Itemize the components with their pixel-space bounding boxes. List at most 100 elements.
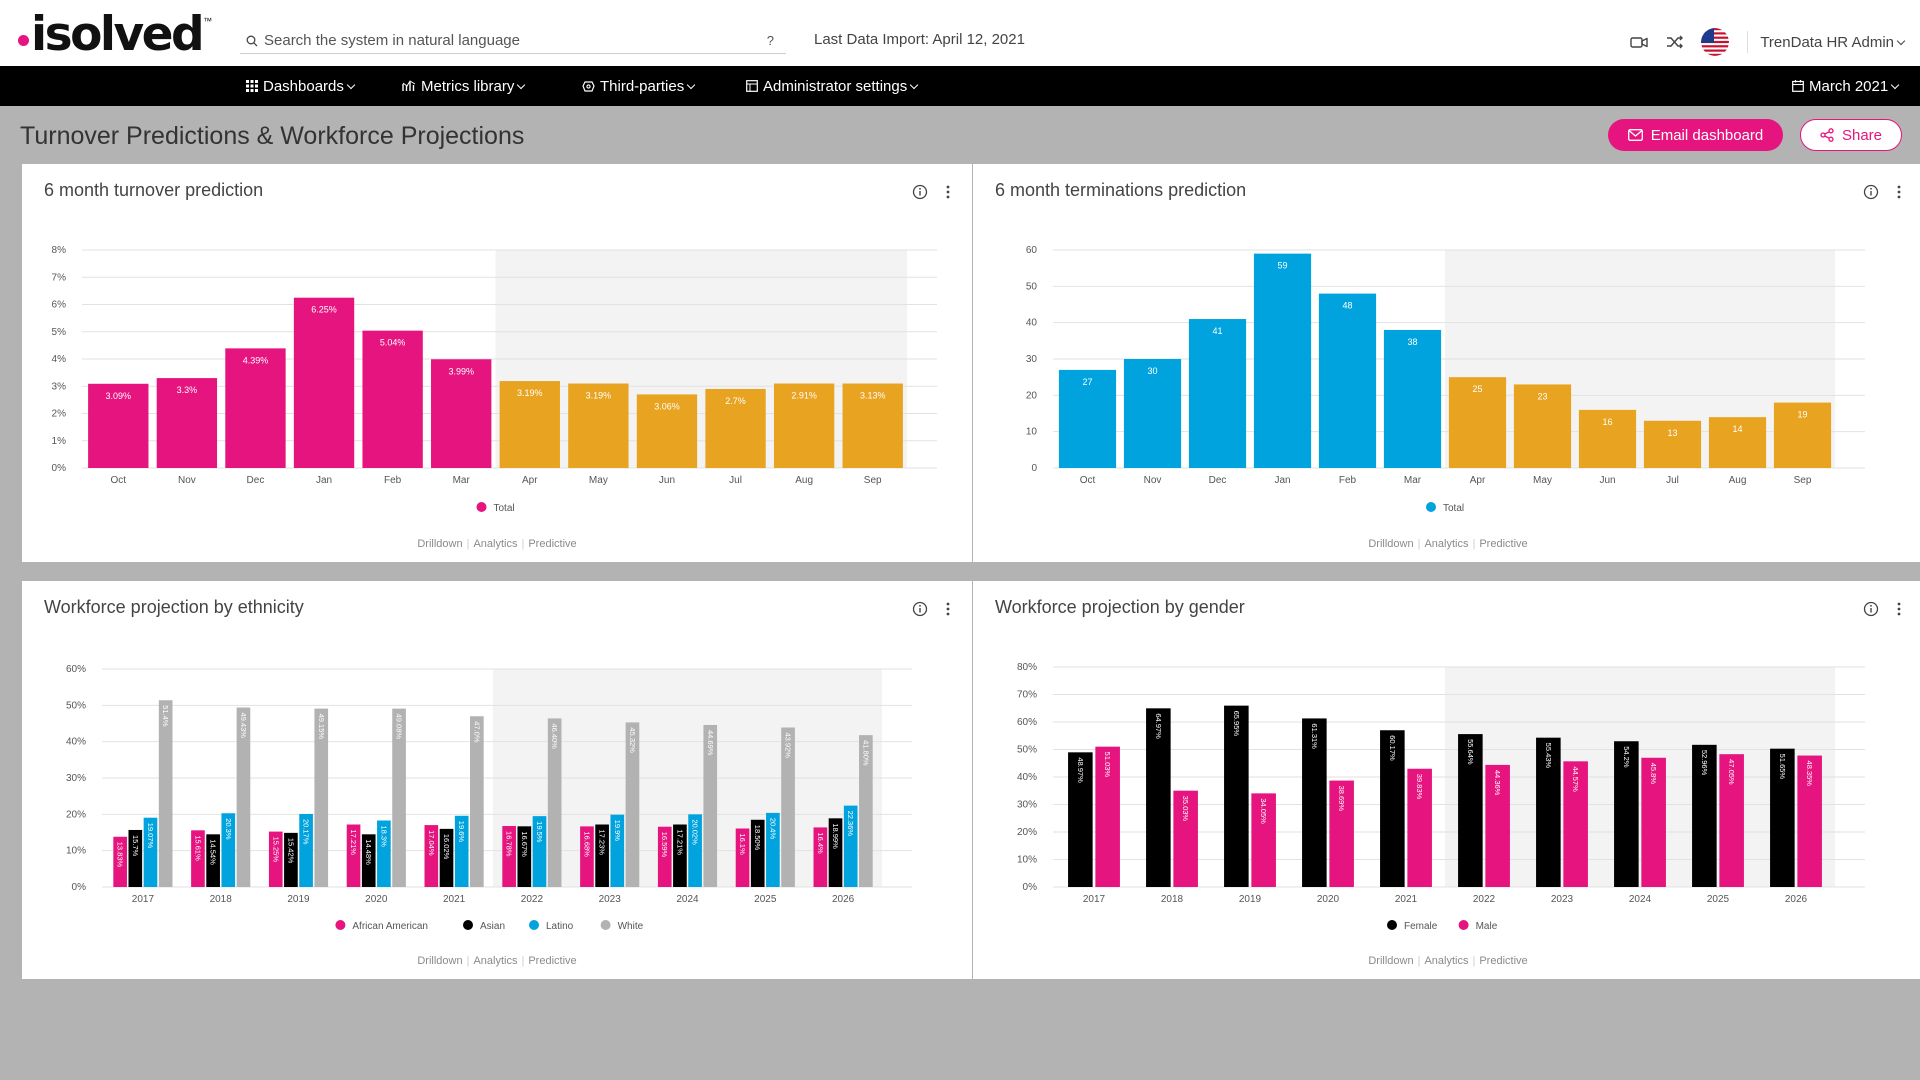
bar <box>595 824 609 887</box>
bar <box>1329 780 1354 887</box>
predictive-link[interactable]: Predictive <box>1479 538 1528 550</box>
bar <box>1641 757 1666 887</box>
drilldown-link[interactable]: Drilldown <box>1368 538 1414 550</box>
ethnicity-chart: 0% 10% 20% 30% 40% 50% 60% 2017 2018 2019 2020 2021… <box>66 664 912 931</box>
legend-marker <box>1387 920 1397 930</box>
y-tick-label: 3% <box>52 381 67 392</box>
bar <box>1302 718 1327 887</box>
footer-separator: | <box>1417 955 1421 967</box>
bar <box>128 829 143 887</box>
data-label: 44.57% <box>1571 766 1580 792</box>
x-tick-label: Aug <box>795 475 813 486</box>
data-label: 18.50% <box>753 825 762 851</box>
analytics-link[interactable]: Analytics <box>1424 955 1469 967</box>
data-label: 17.23% <box>598 830 607 856</box>
legend-marker <box>1458 920 1469 930</box>
search-help-icon[interactable]: ? <box>766 33 774 48</box>
share-button[interactable]: Share <box>1800 119 1902 151</box>
drilldown-link[interactable]: Drilldown <box>1368 955 1414 967</box>
data-label: 15.25% <box>271 837 280 863</box>
legend-marker <box>529 920 539 930</box>
x-tick-label: 2022 <box>521 894 544 905</box>
email-dashboard-label: Email dashboard <box>1650 126 1764 144</box>
data-label: 13 <box>1667 428 1677 438</box>
card-footer: Drilldown | Analytics | Predictive <box>22 538 972 550</box>
data-label: 3.13% <box>860 391 886 401</box>
bar <box>1448 377 1507 468</box>
kebab-menu-icon[interactable] <box>1895 184 1903 200</box>
data-label: 38 <box>1407 337 1417 347</box>
data-label: 47.05% <box>1727 759 1736 785</box>
predictive-link[interactable]: Predictive <box>528 538 577 550</box>
bar <box>361 834 376 887</box>
kebab-menu-icon[interactable] <box>944 184 952 200</box>
data-label: 47.0% <box>472 721 481 743</box>
drilldown-link[interactable]: Drilldown <box>417 538 463 550</box>
predictive-link[interactable]: Predictive <box>528 955 577 967</box>
data-label: 61.31% <box>1310 723 1319 749</box>
data-label: 48.97% <box>1076 757 1085 783</box>
date-picker[interactable]: March 2021 <box>1792 66 1900 106</box>
data-label: 20.17% <box>302 819 311 845</box>
email-dashboard-button[interactable]: Email dashboard <box>1608 119 1783 151</box>
video-icon[interactable] <box>1629 32 1649 52</box>
kebab-menu-icon[interactable] <box>944 601 952 617</box>
kebab-menu-icon[interactable] <box>1895 601 1903 617</box>
nav-dashboards[interactable]: Dashboards <box>246 66 356 106</box>
data-label: 13.83% <box>116 842 125 868</box>
search-input[interactable] <box>264 32 767 49</box>
data-label: 51.4% <box>161 705 170 727</box>
isolved-logo[interactable]: isolved ™ <box>18 6 212 62</box>
legend-marker <box>335 920 346 930</box>
us-flag-icon[interactable] <box>1701 28 1730 56</box>
x-tick-label: Aug <box>1729 475 1747 486</box>
analytics-link[interactable]: Analytics <box>473 955 518 967</box>
data-label: 64.97% <box>1154 713 1163 739</box>
bar <box>236 707 251 887</box>
data-label: 14 <box>1732 424 1742 434</box>
data-label: 46.40% <box>550 723 559 749</box>
logo-text: isolved <box>31 6 205 62</box>
divider <box>1747 31 1749 53</box>
user-menu[interactable]: TrenData HR Admin <box>1760 34 1906 51</box>
nav-metrics-library[interactable]: Metrics library <box>402 66 526 106</box>
data-label: 16.78% <box>505 831 514 857</box>
x-tick-label: 2021 <box>1395 894 1418 905</box>
x-tick-label: Oct <box>111 475 127 486</box>
legend-label: African American <box>352 921 428 931</box>
bar <box>580 826 594 887</box>
analytics-link[interactable]: Analytics <box>473 538 518 550</box>
bar <box>532 816 547 887</box>
nav-third-parties[interactable]: Third-parties <box>582 66 696 106</box>
legend-marker <box>463 920 473 930</box>
nav-administrator-settings[interactable]: Administrator settings <box>746 66 919 106</box>
x-tick-label: Jul <box>729 475 742 486</box>
y-tick-label: 10% <box>1017 855 1037 866</box>
x-tick-label: Dec <box>247 475 265 486</box>
info-icon[interactable] <box>1863 601 1879 617</box>
bar <box>1770 748 1795 887</box>
data-label: 16.4% <box>816 832 825 854</box>
x-tick-label: Sep <box>864 475 882 486</box>
bar <box>1224 705 1249 887</box>
data-label: 51.65% <box>1778 754 1787 780</box>
info-icon[interactable] <box>912 184 928 200</box>
shuffle-icon[interactable] <box>1665 32 1685 52</box>
info-icon[interactable] <box>1863 184 1879 200</box>
data-label: 16.1% <box>738 834 747 856</box>
data-label: 20.02% <box>691 819 700 845</box>
bar <box>1458 734 1483 887</box>
drilldown-link[interactable]: Drilldown <box>417 955 463 967</box>
card-gender-projection: Workforce projection by gender 0% 10% 20% 3… <box>973 581 1920 979</box>
x-tick-label: Jan <box>316 475 332 486</box>
info-icon[interactable] <box>912 601 928 617</box>
predictive-link[interactable]: Predictive <box>1479 955 1528 967</box>
y-tick-label: 60 <box>1026 245 1038 256</box>
chevron-down-icon <box>517 80 526 89</box>
bar <box>1253 253 1312 468</box>
logo-dot <box>18 34 29 46</box>
card-footer: Drilldown | Analytics | Predictive <box>973 955 1920 967</box>
footer-separator: | <box>521 955 525 967</box>
analytics-link[interactable]: Analytics <box>1424 538 1469 550</box>
data-label: 22.36% <box>846 811 855 837</box>
